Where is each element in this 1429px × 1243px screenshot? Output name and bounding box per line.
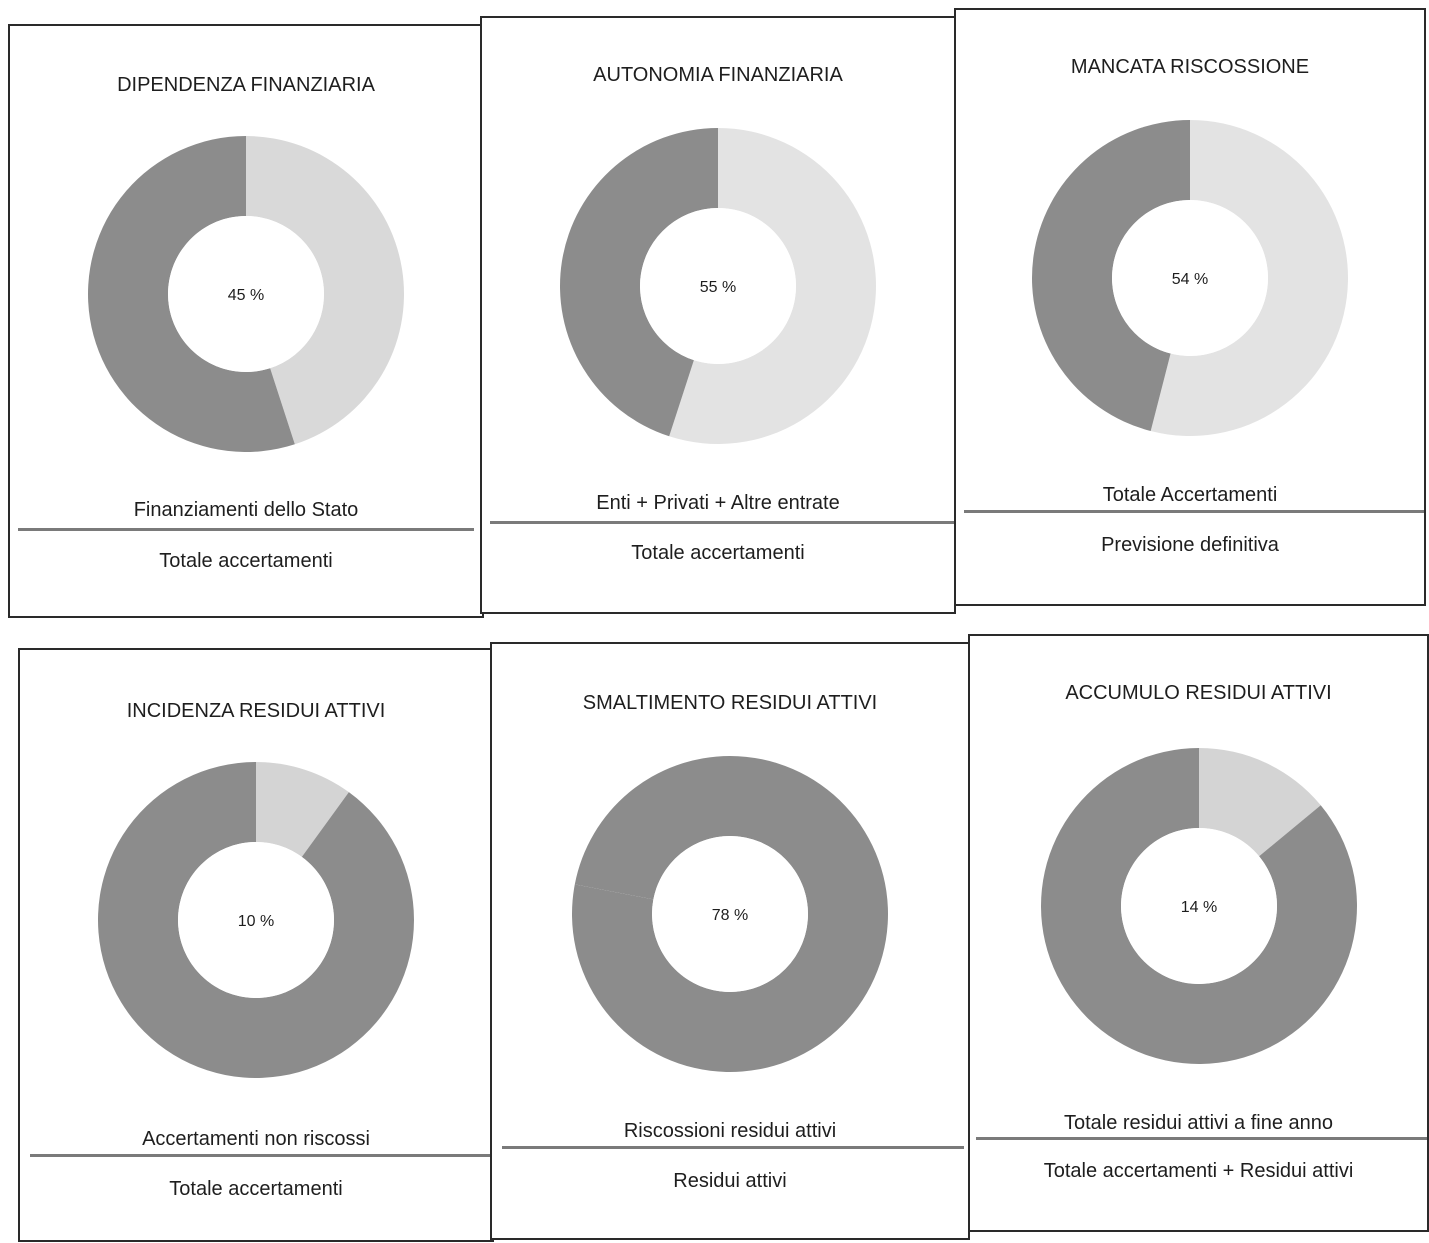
donut-slice-rest xyxy=(1040,748,1357,1064)
donut-hole xyxy=(1120,828,1277,984)
donut-hole xyxy=(168,216,324,372)
fraction-divider xyxy=(502,1146,964,1149)
percentage-label: 55 % xyxy=(700,279,736,296)
donut-slice-rest xyxy=(559,128,718,437)
numerator-label: Riscossioni residui attivi xyxy=(623,1120,837,1142)
chart-panel-smaltimento-residui: SMALTIMENTO RESIDUI ATTIVI 78 % Riscossi… xyxy=(490,642,970,1240)
numerator-label: Finanziamenti dello Stato xyxy=(133,499,359,521)
chart-title: INCIDENZA RESIDUI ATTIVI xyxy=(126,700,386,722)
denominator-label: Totale accertamenti xyxy=(169,1178,343,1200)
donut-slice-rest xyxy=(1032,120,1190,432)
donut-svg: 45 % xyxy=(88,136,404,452)
fraction-divider xyxy=(18,528,474,531)
numerator-label: Enti + Privati + Altre entrate xyxy=(596,492,840,514)
denominator-label: Residui attivi xyxy=(673,1170,787,1192)
donut-hole xyxy=(1112,200,1268,356)
donut-hole xyxy=(640,208,796,364)
chart-panel-accumulo-residui: ACCUMULO RESIDUI ATTIVI 14 % Totale resi… xyxy=(968,634,1429,1232)
numerator-label: Totale Accertamenti xyxy=(1102,484,1278,506)
percentage-label: 45 % xyxy=(228,287,264,304)
donut-chart: 10 % xyxy=(96,760,416,1080)
denominator-label: Totale accertamenti + Residui attivi xyxy=(1043,1160,1354,1182)
donut-slice-highlight xyxy=(669,128,876,444)
donut-chart: 54 % xyxy=(1030,118,1350,438)
numerator-label: Accertamenti non riscossi xyxy=(142,1128,370,1150)
donut-chart: 45 % xyxy=(86,134,406,454)
donut-svg: 55 % xyxy=(559,128,876,444)
chart-title: MANCATA RISCOSSIONE xyxy=(1070,56,1310,78)
donut-slice-highlight xyxy=(1150,120,1348,436)
chart-title: SMALTIMENTO RESIDUI ATTIVI xyxy=(582,692,878,714)
donut-svg: 14 % xyxy=(1040,748,1357,1064)
donut-svg: 78 % xyxy=(572,756,888,1072)
donut-chart: 14 % xyxy=(1039,746,1359,1066)
numerator-label: Totale residui attivi a fine anno xyxy=(1063,1112,1334,1134)
percentage-label: 10 % xyxy=(238,913,274,930)
fraction-divider xyxy=(30,1154,492,1157)
chart-panel-incidenza-residui: INCIDENZA RESIDUI ATTIVI 10 % Accertamen… xyxy=(18,648,494,1242)
fraction-divider xyxy=(976,1137,1427,1140)
chart-panel-autonomia: AUTONOMIA FINANZIARIA 55 % Enti + Privat… xyxy=(480,16,956,614)
fraction-divider xyxy=(490,521,954,524)
chart-title: ACCUMULO RESIDUI ATTIVI xyxy=(1065,682,1332,704)
denominator-label: Totale accertamenti xyxy=(159,550,333,572)
chart-title: AUTONOMIA FINANZIARIA xyxy=(593,64,843,86)
donut-svg: 54 % xyxy=(1032,120,1348,436)
percentage-label: 78 % xyxy=(712,907,748,924)
donut-slice-rest xyxy=(98,762,415,1078)
denominator-label: Previsione definitiva xyxy=(1101,534,1279,556)
percentage-label: 14 % xyxy=(1180,899,1216,916)
donut-slice-rest xyxy=(88,136,295,452)
donut-chart: 55 % xyxy=(558,126,878,446)
donut-svg: 10 % xyxy=(98,762,415,1078)
donut-hole xyxy=(178,842,334,998)
fraction-divider xyxy=(964,510,1424,513)
donut-slice-highlight xyxy=(1198,748,1321,857)
denominator-label: Totale accertamenti xyxy=(631,542,805,564)
donut-slice-highlight xyxy=(246,136,404,445)
donut-slice-rest xyxy=(574,756,730,900)
chart-panel-dipendenza: DIPENDENZA FINANZIARIA 45 % Finanziament… xyxy=(8,24,484,618)
donut-slice-highlight xyxy=(572,756,888,1072)
percentage-label: 54 % xyxy=(1172,271,1208,288)
donut-slice-highlight xyxy=(256,762,349,857)
donut-hole xyxy=(652,836,808,992)
chart-title: DIPENDENZA FINANZIARIA xyxy=(117,74,375,96)
donut-chart: 78 % xyxy=(570,754,890,1074)
chart-panel-mancata-riscossione: MANCATA RISCOSSIONE 54 % Totale Accertam… xyxy=(954,8,1426,606)
